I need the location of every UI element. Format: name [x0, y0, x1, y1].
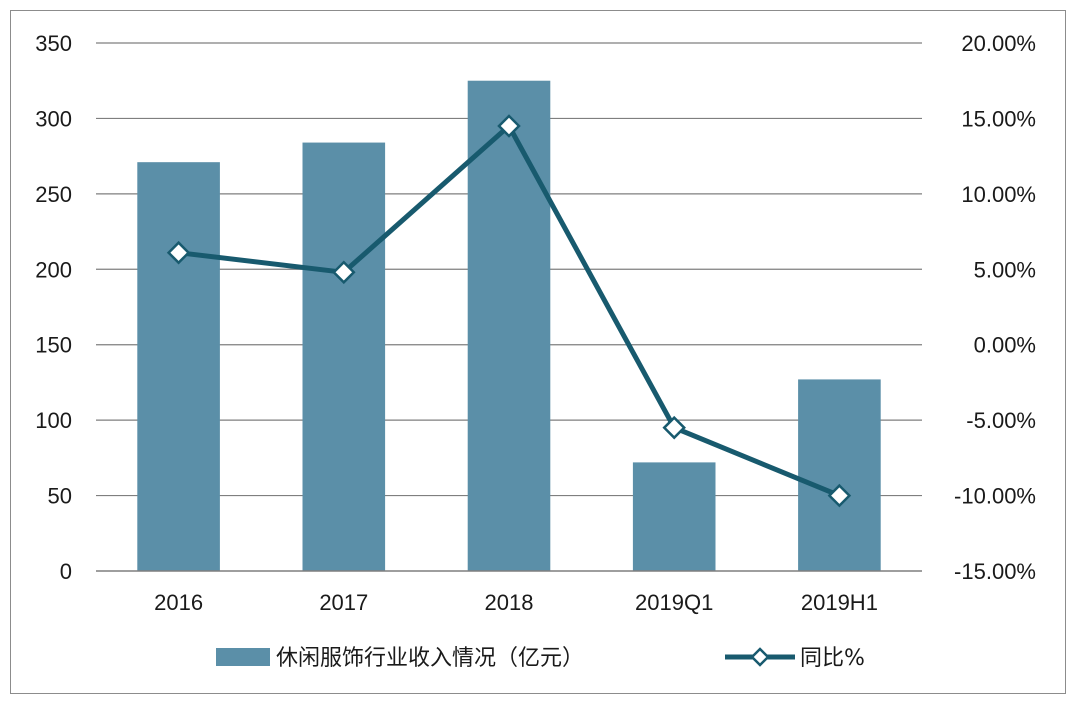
y-right-tick-label: -15.00%: [954, 559, 1036, 584]
y-right-tick-label: 20.00%: [961, 31, 1036, 56]
x-tick-label: 2016: [154, 590, 203, 615]
y-left-tick-label: 50: [48, 484, 72, 509]
x-tick-label: 2017: [319, 590, 368, 615]
bar: [632, 462, 716, 571]
x-tick-label: 2019H1: [801, 590, 878, 615]
y-right-tick-label: -5.00%: [966, 408, 1036, 433]
bar: [467, 80, 551, 571]
x-tick-label: 2018: [485, 590, 534, 615]
y-right-tick-label: 0.00%: [974, 333, 1036, 358]
y-left-tick-label: 150: [35, 333, 72, 358]
bar: [137, 162, 220, 572]
y-right-tick-label: 15.00%: [961, 106, 1036, 131]
line-point-marker: [332, 260, 356, 285]
bar-series: [137, 80, 881, 572]
legend-line-marker: [750, 647, 770, 667]
y-left-tick-label: 300: [35, 106, 72, 131]
bar: [798, 379, 881, 571]
y-right-tick-label: 5.00%: [974, 257, 1036, 282]
y-right-tick-label: 10.00%: [961, 182, 1036, 207]
x-tick-label: 2019Q1: [635, 590, 713, 615]
y-left-tick-label: 100: [35, 408, 72, 433]
line-point-marker: [166, 240, 191, 265]
line-point-marker: [497, 114, 521, 138]
y-left-tick-label: 350: [35, 31, 72, 56]
line-point-marker: [662, 415, 686, 440]
y-left-tick-label: 200: [35, 257, 72, 282]
line-point-marker: [827, 483, 852, 508]
legend-bar-label: 休闲服饰行业收入情况（亿元）: [276, 646, 584, 671]
y-left-tick-label: 250: [35, 182, 72, 207]
legend-bar-swatch: [216, 648, 270, 666]
y-right-tick-label: -10.00%: [954, 484, 1036, 509]
y-left-tick-label: 0: [60, 559, 72, 584]
legend: 休闲服饰行业收入情况（亿元） 同比%: [216, 646, 865, 671]
axes: 0 50 100 150 200 250 300 350 -15.00% -10.00% -5.00…: [35, 31, 1036, 615]
legend-line-label: 同比%: [800, 646, 865, 671]
line-series: [166, 114, 852, 508]
bar: [302, 142, 386, 571]
